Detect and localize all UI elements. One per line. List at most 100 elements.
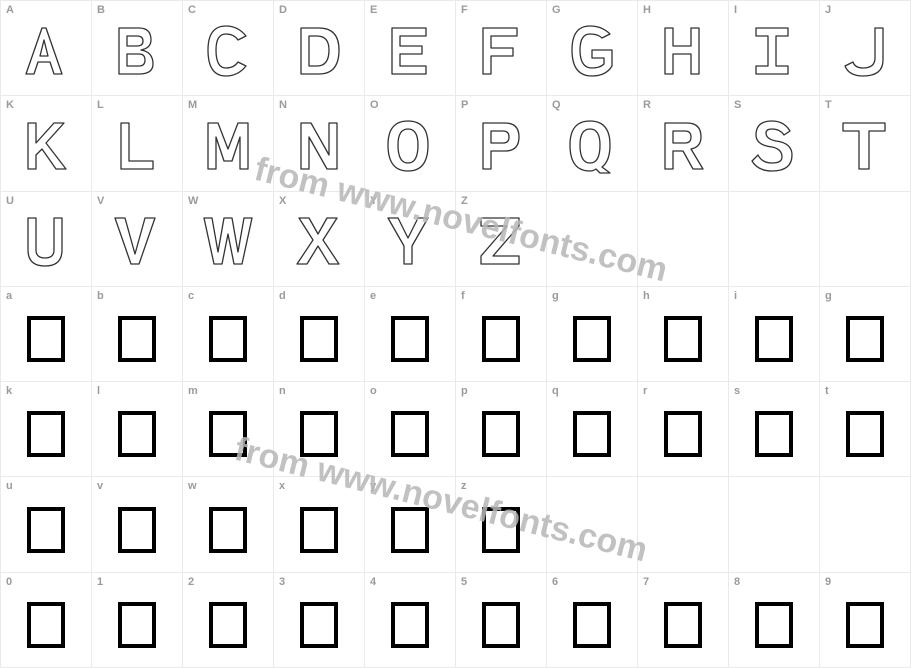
- charmap-cell[interactable]: g: [820, 287, 911, 382]
- charmap-cell[interactable]: 4: [365, 573, 456, 668]
- cell-label: S: [734, 99, 741, 111]
- cell-label: d: [279, 290, 286, 302]
- cell-label: Q: [552, 99, 561, 111]
- charmap-cell[interactable]: [547, 192, 638, 287]
- glyph-Q: [566, 107, 618, 180]
- charmap-cell[interactable]: b: [92, 287, 183, 382]
- missing-glyph-box: [118, 316, 156, 362]
- glyph-B: [111, 12, 163, 85]
- missing-glyph-box: [391, 411, 429, 457]
- charmap-cell[interactable]: d: [274, 287, 365, 382]
- cell-label: 4: [370, 576, 376, 588]
- charmap-cell[interactable]: I: [729, 1, 820, 96]
- glyph-E: [384, 12, 436, 85]
- charmap-cell[interactable]: O: [365, 96, 456, 191]
- charmap-cell[interactable]: l: [92, 382, 183, 477]
- charmap-cell[interactable]: m: [183, 382, 274, 477]
- charmap-cell[interactable]: 7: [638, 573, 729, 668]
- charmap-cell[interactable]: C: [183, 1, 274, 96]
- charmap-cell[interactable]: c: [183, 287, 274, 382]
- cell-label: W: [188, 195, 198, 207]
- charmap-cell[interactable]: x: [274, 477, 365, 572]
- charmap-cell[interactable]: g: [547, 287, 638, 382]
- charmap-cell[interactable]: D: [274, 1, 365, 96]
- charmap-cell[interactable]: P: [456, 96, 547, 191]
- charmap-cell[interactable]: E: [365, 1, 456, 96]
- charmap-cell[interactable]: i: [729, 287, 820, 382]
- glyph-O: [384, 107, 436, 180]
- charmap-cell[interactable]: L: [92, 96, 183, 191]
- charmap-cell[interactable]: e: [365, 287, 456, 382]
- cell-label: Y: [370, 195, 377, 207]
- charmap-cell[interactable]: X: [274, 192, 365, 287]
- charmap-cell[interactable]: v: [92, 477, 183, 572]
- charmap-cell[interactable]: a: [1, 287, 92, 382]
- charmap-cell[interactable]: W: [183, 192, 274, 287]
- charmap-cell[interactable]: T: [820, 96, 911, 191]
- charmap-cell[interactable]: J: [820, 1, 911, 96]
- charmap-cell[interactable]: Y: [365, 192, 456, 287]
- charmap-cell[interactable]: [547, 477, 638, 572]
- cell-label: D: [279, 4, 287, 16]
- missing-glyph-box: [27, 602, 65, 648]
- cell-label: C: [188, 4, 196, 16]
- charmap-cell[interactable]: [638, 477, 729, 572]
- cell-label: o: [370, 385, 377, 397]
- charmap-cell[interactable]: 2: [183, 573, 274, 668]
- charmap-cell[interactable]: N: [274, 96, 365, 191]
- cell-label: J: [825, 4, 831, 16]
- cell-label: I: [734, 4, 737, 16]
- charmap-cell[interactable]: Q: [547, 96, 638, 191]
- charmap-cell[interactable]: y: [365, 477, 456, 572]
- charmap-cell[interactable]: B: [92, 1, 183, 96]
- charmap-cell[interactable]: K: [1, 96, 92, 191]
- charmap-cell[interactable]: q: [547, 382, 638, 477]
- charmap-cell[interactable]: h: [638, 287, 729, 382]
- charmap-cell[interactable]: [729, 192, 820, 287]
- charmap-cell[interactable]: z: [456, 477, 547, 572]
- charmap-cell[interactable]: u: [1, 477, 92, 572]
- charmap-cell[interactable]: H: [638, 1, 729, 96]
- cell-label: 8: [734, 576, 740, 588]
- charmap-cell[interactable]: o: [365, 382, 456, 477]
- cell-label: E: [370, 4, 377, 16]
- charmap-cell[interactable]: [638, 192, 729, 287]
- cell-label: p: [461, 385, 468, 397]
- charmap-cell[interactable]: 5: [456, 573, 547, 668]
- charmap-cell[interactable]: n: [274, 382, 365, 477]
- charmap-cell[interactable]: 9: [820, 573, 911, 668]
- charmap-cell[interactable]: M: [183, 96, 274, 191]
- charmap-cell[interactable]: t: [820, 382, 911, 477]
- glyph-A: [20, 12, 72, 85]
- charmap-cell[interactable]: U: [1, 192, 92, 287]
- cell-label: U: [6, 195, 14, 207]
- charmap-cell[interactable]: F: [456, 1, 547, 96]
- cell-label: T: [825, 99, 832, 111]
- charmap-cell[interactable]: 0: [1, 573, 92, 668]
- glyph-S: [748, 107, 800, 180]
- cell-label: X: [279, 195, 286, 207]
- cell-label: 6: [552, 576, 558, 588]
- charmap-cell[interactable]: w: [183, 477, 274, 572]
- charmap-cell[interactable]: [820, 477, 911, 572]
- charmap-cell[interactable]: [729, 477, 820, 572]
- charmap-cell[interactable]: [820, 192, 911, 287]
- charmap-cell[interactable]: R: [638, 96, 729, 191]
- charmap-cell[interactable]: 3: [274, 573, 365, 668]
- charmap-cell[interactable]: p: [456, 382, 547, 477]
- charmap-cell[interactable]: A: [1, 1, 92, 96]
- charmap-cell[interactable]: 8: [729, 573, 820, 668]
- missing-glyph-box: [209, 411, 247, 457]
- charmap-cell[interactable]: 1: [92, 573, 183, 668]
- charmap-cell[interactable]: r: [638, 382, 729, 477]
- missing-glyph-box: [391, 602, 429, 648]
- charmap-cell[interactable]: s: [729, 382, 820, 477]
- charmap-cell[interactable]: S: [729, 96, 820, 191]
- charmap-cell[interactable]: f: [456, 287, 547, 382]
- charmap-cell[interactable]: G: [547, 1, 638, 96]
- glyph-Z: [475, 202, 527, 275]
- charmap-cell[interactable]: 6: [547, 573, 638, 668]
- charmap-cell[interactable]: V: [92, 192, 183, 287]
- charmap-cell[interactable]: k: [1, 382, 92, 477]
- charmap-cell[interactable]: Z: [456, 192, 547, 287]
